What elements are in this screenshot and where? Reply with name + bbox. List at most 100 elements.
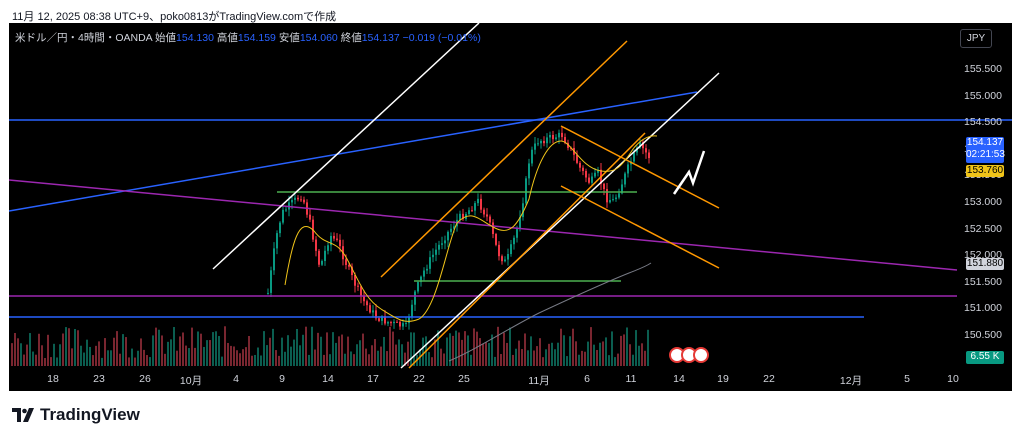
time-axis-label: 22 [413,373,425,385]
volume-bar [422,337,424,366]
volume-bar [356,344,358,366]
candle [429,257,431,269]
candle [621,184,623,194]
volume-bar [560,328,562,366]
volume-bar [116,331,118,366]
volume-bar [485,342,487,366]
currency-button[interactable]: JPY [960,29,992,48]
volume-bar [281,337,283,366]
volume-bar [353,354,355,366]
candle [537,143,539,145]
volume-bar [293,339,295,366]
orange-channel-upper[interactable] [380,40,628,278]
candle [534,143,536,150]
volume-bar [230,345,232,366]
volume-bar [521,349,523,366]
time-axis-label: 5 [904,373,910,385]
volume-bar [305,326,307,366]
volume-bar [404,352,406,366]
volume-bar [299,345,301,366]
volume-bar [41,345,43,366]
candle [585,170,587,178]
candle [393,321,395,324]
candle [597,169,599,173]
volume-bar [383,336,385,366]
candle [519,217,521,229]
orange-fall-upper[interactable] [560,125,720,209]
candle [300,199,302,201]
candle [510,244,512,255]
volume-bar [326,332,328,366]
volume-bar [350,351,352,366]
volume-bar [449,333,451,366]
chart-svg[interactable] [9,23,1012,391]
volume-bar [59,344,61,366]
volume-bar [68,328,70,366]
volume-bar [254,354,256,366]
volume-bar [608,355,610,366]
moving-average-short [284,135,658,322]
orange-channel-lower[interactable] [408,132,646,369]
volume-bar [575,341,577,366]
volume-bar [377,350,379,366]
candle [345,259,347,265]
volume-bar [173,327,175,366]
volume-bar [587,341,589,366]
event-flag-icon[interactable] [693,347,709,363]
legend-symbol[interactable]: 米ドル／円・4時間・OANDA [15,32,153,44]
white-channel-lower[interactable] [400,72,720,369]
volume-bar [266,345,268,366]
volume-bar [23,354,25,366]
volume-bar [272,328,274,366]
volume-bar [113,337,115,366]
candle [318,250,320,265]
candle [432,254,434,258]
volume-bar [44,357,46,366]
candle [426,268,428,271]
legend-close: 154.137 [361,32,400,44]
volume-bar [170,339,172,366]
volume-bar [491,334,493,366]
volume-bar [32,351,34,366]
candle [357,285,359,287]
volume-bar [134,357,136,366]
volume-bar [497,326,499,366]
volume-bar [446,337,448,366]
candle [507,254,509,260]
volume-bar [131,348,133,366]
volume-bar [62,333,64,366]
volume-bar [338,336,340,366]
blue-trend-line[interactable] [9,91,698,212]
time-axis-label: 12月 [839,375,863,387]
candle [381,316,383,321]
volume-bar [17,338,19,366]
volume-bar [74,329,76,366]
volume-bar [548,343,550,366]
orange-fall-lower[interactable] [560,185,720,269]
volume-bar [413,332,415,366]
chart-area[interactable]: JPY 米ドル／円・4時間・OANDA 始値154.130 高値154.159 … [9,23,1012,391]
bar-countdown: 02:21:53 [966,149,1005,160]
volume-bar [371,345,373,366]
volume-bar [365,348,367,366]
candle [531,149,533,164]
time-axis-label: 4 [233,373,239,385]
time-axis-label: 19 [717,373,729,385]
candle [441,243,443,245]
white-channel-upper[interactable] [212,23,480,270]
magenta-trend-line[interactable] [9,179,958,271]
volume-bar [380,346,382,366]
candle [309,214,311,220]
volume-bar [629,344,631,366]
volume-bar [503,332,505,366]
candle [459,213,461,220]
candle [489,216,491,223]
legend-low: 154.060 [299,32,338,44]
volume-bar [407,341,409,366]
volume-bar [647,329,649,366]
candle [330,235,332,246]
volume-bar [389,326,391,366]
volume-bar [518,340,520,366]
volume-bar [164,353,166,366]
candle [477,198,479,204]
